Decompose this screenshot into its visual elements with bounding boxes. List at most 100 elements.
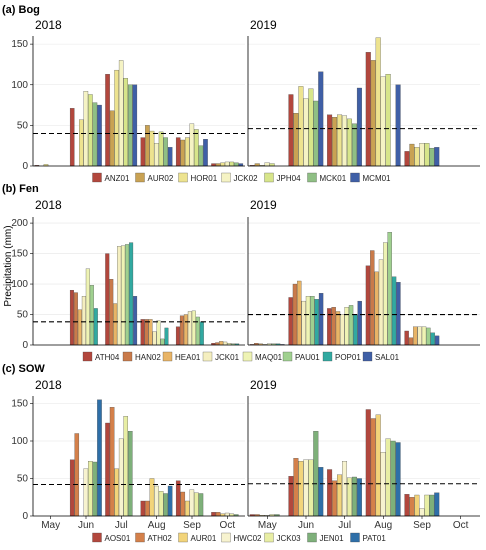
bar-MAQ01-Jun-2019 [305,296,311,346]
bar-HOR01-Sep-2018 [185,137,190,167]
bar-MCK01-Jul-2019 [351,123,357,167]
y-tick-label: 150 [11,249,28,260]
bar-PAU01-Jul-2019 [348,305,354,346]
bar-AUR01-Sep-2019 [414,494,420,517]
bar-HOR01-Jul-2019 [337,114,343,167]
panel-2018 [30,36,245,167]
bar-JCK02-Jun-2019 [303,98,309,167]
legend-swatch-JCK03 [264,532,274,543]
legend-label-AOS01: AOS01 [105,534,131,543]
bar-ATH02-Jul-2018 [109,407,115,517]
bar-HWC02-Jun-2018 [83,468,89,517]
bar-AOS01-Jul-2019 [327,469,333,517]
panel-2019 [247,396,480,519]
bar-HEA01-Jun-2019 [297,280,302,346]
y-tick-label: 0 [22,511,28,522]
bar-MCK01-Sep-2018 [198,145,204,167]
bar-JEN01-Jun-2019 [313,431,319,517]
bar-HWC02-Jul-2018 [118,438,124,517]
bar-HAN02-Jul-2019 [331,307,336,346]
bar-JPH04-Oct-2018 [229,161,234,167]
bar-PAT01-Aug-2018 [167,485,173,517]
bar-AUR01-Jul-2019 [337,474,343,517]
panel-year-label: 2019 [250,18,277,32]
bar-ATH02-Jun-2018 [74,433,80,517]
bar-JCK03-Jul-2018 [123,416,128,517]
legend-swatch-MCK01 [307,172,317,183]
x-tick-label: Jun [78,520,94,531]
bar-ATH04-Jul-2019 [327,308,332,346]
x-tick-label: Aug [148,520,166,531]
bar-AUR02-Jul-2019 [332,117,338,167]
bar-PAT01-Jun-2018 [97,399,102,517]
bar-ANZ01-Sep-2018 [175,137,181,167]
bar-HEA01-Sep-2018 [183,314,188,346]
bar-MCM01-Aug-2018 [167,147,173,167]
legend-label-JCK02: JCK02 [234,174,259,183]
bar-JCK02-Aug-2018 [154,143,159,167]
bar-JCK02-Sep-2018 [189,123,195,167]
y-tick-label: 50 [17,474,29,485]
bar-JEN01-Jul-2018 [127,431,133,517]
x-tick-label: Sep [183,520,201,531]
bar-POP01-Jun-2019 [314,299,319,346]
legend-swatch-MAQ01 [242,351,253,362]
bar-ATH02-Sep-2018 [180,491,186,517]
bar-AUR02-Aug-2019 [370,60,376,167]
bar-MCK01-Jun-2019 [313,100,319,167]
y-tick-label: 100 [11,279,28,290]
panel-2019 [247,36,480,167]
y-tick-label: 150 [11,39,28,50]
bar-HAN02-Sep-2018 [179,315,184,346]
bar-JCK03-Aug-2019 [385,438,391,517]
bar-PAU01-Sep-2019 [426,327,431,346]
y-tick-label: 150 [11,399,28,410]
bar-HOR01-Oct-2018 [220,162,225,167]
bar-AUR02-Jul-2018 [109,110,115,167]
y-tick-label: 50 [17,310,29,321]
bar-ANZ01-Jul-2019 [327,114,333,167]
bar-POP01-Jul-2018 [129,242,134,346]
bar-JEN01-Sep-2018 [198,493,204,517]
bar-PAU01-Jul-2018 [125,244,130,346]
panel-2018 [30,396,245,519]
legend-swatch-JCK01 [202,351,213,362]
bar-SAL01-Aug-2019 [396,282,401,346]
bar-JCK01-Jul-2018 [117,246,122,346]
bar-ATH04-Jun-2019 [288,297,293,346]
bar-HEA01-Sep-2019 [413,326,418,346]
y-axis-label: Precipitation (mm) [3,225,14,306]
bar-AOS01-Oct-2018 [211,512,216,517]
bar-AUR02-Jun-2019 [293,113,299,167]
bar-MCM01-Sep-2019 [434,147,440,167]
bar-AUR02-Sep-2019 [409,143,415,167]
bar-AUR01-Sep-2018 [185,500,190,517]
legend-label-MCK01: MCK01 [320,174,347,183]
bar-MCM01-Jun-2018 [97,104,102,167]
y-tick-label: 200 [11,218,28,229]
bar-HWC02-Sep-2019 [419,508,425,517]
bar-HEA01-Oct-2018 [219,341,224,346]
bar-ANZ01-Aug-2018 [140,137,146,167]
bar-POP01-Aug-2018 [164,327,169,346]
bar-JCK02-Jul-2019 [342,115,348,167]
legend-label-JCK01: JCK01 [215,353,240,362]
bar-HWC02-Aug-2018 [154,485,159,517]
legend-label-HEA01: HEA01 [175,353,201,362]
bar-PAU01-Aug-2018 [160,338,165,346]
bar-PAU01-Sep-2018 [195,316,200,346]
legend-label-ATH02: ATH02 [148,534,173,543]
bar-JCK01-Aug-2019 [378,259,384,346]
block-title: (b) Fen [2,183,39,195]
bar-MCK01-Oct-2018 [233,162,239,167]
bar-ATH02-Aug-2019 [370,418,376,517]
bar-POP01-Sep-2019 [430,332,435,346]
bar-JEN01-Sep-2019 [429,494,435,517]
x-tick-label: Jul [115,520,128,531]
x-tick-label: May [41,520,60,531]
bar-HWC02-Oct-2018 [224,512,230,517]
panel-year-label: 2018 [35,378,62,392]
legend-swatch-PAT01 [350,532,360,543]
bar-JCK03-Sep-2019 [424,494,430,517]
bar-HOR01-Jun-2018 [79,119,84,167]
